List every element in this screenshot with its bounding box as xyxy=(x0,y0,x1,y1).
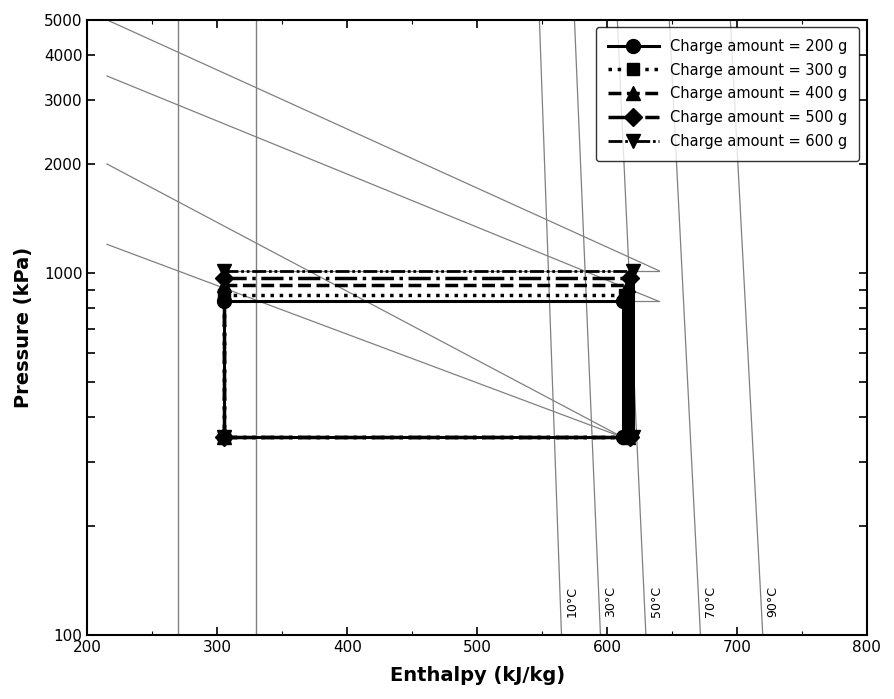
Text: 30°C: 30°C xyxy=(603,586,617,617)
Y-axis label: Pressure (kPa): Pressure (kPa) xyxy=(14,247,33,408)
Text: 10°C: 10°C xyxy=(565,586,578,617)
Legend: Charge amount = 200 g, Charge amount = 300 g, Charge amount = 400 g, Charge amou: Charge amount = 200 g, Charge amount = 3… xyxy=(595,27,858,161)
X-axis label: Enthalpy (kJ/kg): Enthalpy (kJ/kg) xyxy=(389,666,564,685)
Text: 70°C: 70°C xyxy=(704,586,717,617)
Text: 50°C: 50°C xyxy=(649,586,662,617)
Text: 90°C: 90°C xyxy=(766,586,779,617)
